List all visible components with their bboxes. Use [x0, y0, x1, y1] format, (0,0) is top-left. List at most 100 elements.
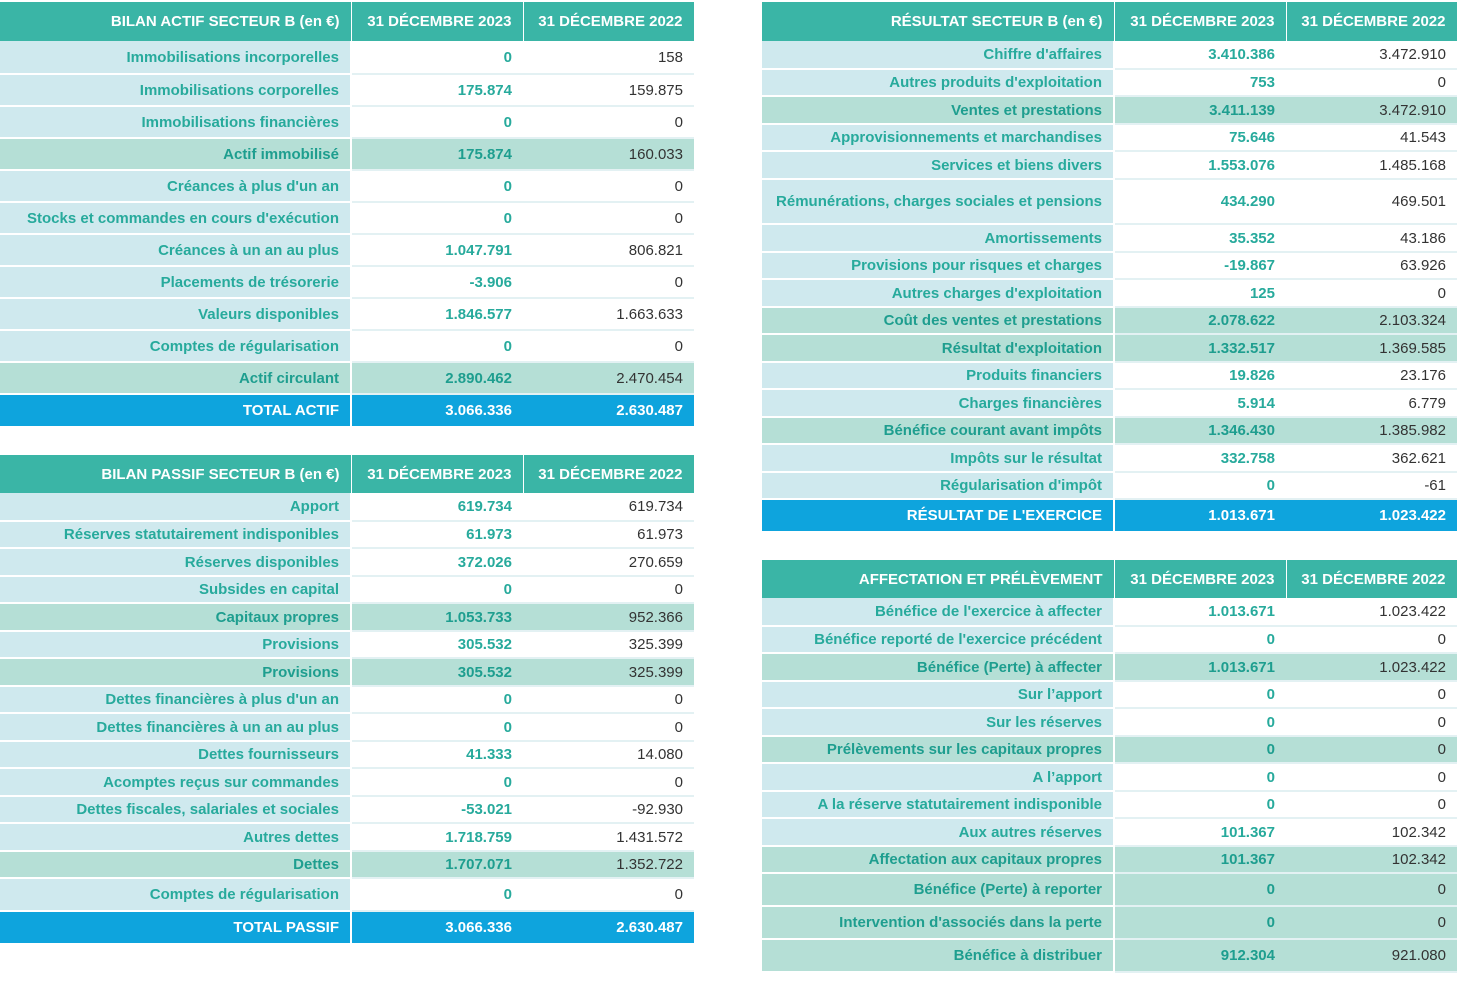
- total-row: TOTAL PASSIF 3.066.336 2.630.487: [0, 911, 694, 943]
- value-2022: 0: [1286, 69, 1457, 97]
- value-2022: 14.080: [523, 741, 694, 769]
- value-2022: 0: [523, 878, 694, 912]
- value-2022: 0: [523, 768, 694, 797]
- value-2022: 159.875: [523, 74, 694, 107]
- value-2023: 5.914: [1114, 389, 1286, 418]
- table-row: Valeurs disponibles 1.846.577 1.663.633: [0, 298, 694, 331]
- value-2023: 0: [351, 41, 523, 75]
- table-title: RÉSULTAT SECTEUR B (en €): [762, 2, 1115, 41]
- value-2022: 23.176: [1286, 362, 1457, 390]
- value-2023: 0: [351, 330, 523, 363]
- row-label: Immobilisations corporelles: [0, 74, 352, 107]
- value-2022: 0: [1286, 906, 1457, 940]
- table-header-row: AFFECTATION ET PRÉLÈVEMENT 31 DÉCEMBRE 2…: [762, 560, 1457, 598]
- row-label: Actif immobilisé: [0, 138, 352, 171]
- value-2022: 270.659: [523, 548, 694, 577]
- table-row: Réserves statutairement indisponibles 61.…: [0, 521, 694, 549]
- column-header-2023: 31 DÉCEMBRE 2023: [1114, 2, 1287, 41]
- table-row: Réserves disponibles 372.026 270.659: [0, 548, 694, 577]
- value-2023: 125: [1114, 279, 1286, 308]
- column-header-2022: 31 DÉCEMBRE 2022: [1286, 560, 1457, 598]
- subtotal-row: Bénéfice courant avant impôts 1.346.430 1.…: [762, 417, 1457, 445]
- subtotal-row: Affectation aux capitaux propres 101.367 1…: [762, 846, 1457, 874]
- row-label: Ventes et prestations: [762, 96, 1115, 125]
- column-header-2023: 31 DÉCEMBRE 2023: [1114, 560, 1287, 598]
- table-row: Approvisionnements et marchandises 75.646…: [762, 124, 1457, 152]
- value-2022: 2.630.487: [523, 394, 694, 426]
- subtotal-row: Intervention d'associés dans la perte 0 0: [762, 906, 1457, 940]
- value-2022: 0: [1286, 279, 1457, 308]
- row-label: TOTAL ACTIF: [0, 394, 352, 426]
- value-2023: -3.906: [351, 266, 523, 299]
- value-2023: 0: [351, 170, 523, 203]
- value-2023: 332.758: [1114, 444, 1286, 473]
- value-2023: 0: [351, 202, 523, 235]
- value-2023: 0: [1114, 472, 1286, 500]
- subtotal-row: Dettes 1.707.071 1.352.722: [0, 851, 694, 879]
- value-2023: 0: [351, 878, 523, 912]
- row-label: Produits financiers: [762, 362, 1115, 390]
- row-label: Dettes financières à plus d'un an: [0, 686, 352, 714]
- subtotal-row: Coût des ventes et prestations 2.078.622 2…: [762, 307, 1457, 335]
- table-row: Stocks et commandes en cours d'exécution…: [0, 202, 694, 235]
- row-label: Autres produits d'exploitation: [762, 69, 1115, 97]
- value-2023: 101.367: [1114, 846, 1286, 874]
- row-label: Impôts sur le résultat: [762, 444, 1115, 473]
- value-2023: 1.332.517: [1114, 334, 1286, 363]
- value-2023: 61.973: [351, 521, 523, 549]
- value-2022: 1.663.633: [523, 298, 694, 331]
- value-2022: 469.501: [1286, 179, 1457, 225]
- row-label: Immobilisations incorporelles: [0, 41, 352, 75]
- value-2023: 75.646: [1114, 124, 1286, 152]
- value-2022: 0: [1286, 763, 1457, 792]
- value-2023: 0: [1114, 873, 1286, 907]
- row-label: Provisions: [0, 631, 352, 659]
- value-2022: 1.023.422: [1286, 499, 1457, 531]
- table-row: Immobilisations financières 0 0: [0, 106, 694, 139]
- value-2022: 158: [523, 41, 694, 75]
- value-2022: 61.973: [523, 521, 694, 549]
- row-label: Réserves statutairement indisponibles: [0, 521, 352, 549]
- row-label: Provisions pour risques et charges: [762, 252, 1115, 280]
- value-2022: 362.621: [1286, 444, 1457, 473]
- table-row: Aux autres réserves 101.367 102.342: [762, 818, 1457, 847]
- table-row: Dettes financières à plus d'un an 0 0: [0, 686, 694, 714]
- value-2022: 806.821: [523, 234, 694, 267]
- row-label: Bénéfice (Perte) à affecter: [762, 653, 1115, 682]
- row-label: Bénéfice à distribuer: [762, 939, 1115, 973]
- value-2023: 1.346.430: [1114, 417, 1286, 445]
- table-row: Apport 619.734 619.734: [0, 493, 694, 522]
- column-header-2022: 31 DÉCEMBRE 2022: [523, 455, 695, 493]
- column-header-2023: 31 DÉCEMBRE 2023: [351, 2, 524, 41]
- row-label: Autres dettes: [0, 823, 352, 852]
- value-2022: 1.485.168: [1286, 151, 1457, 180]
- row-label: Bénéfice (Perte) à reporter: [762, 873, 1115, 907]
- value-2023: 19.826: [1114, 362, 1286, 390]
- subtotal-row: Actif circulant 2.890.462 2.470.454: [0, 362, 694, 395]
- value-2022: 1.369.585: [1286, 334, 1457, 363]
- table-row: Dettes fournisseurs 41.333 14.080: [0, 741, 694, 769]
- row-label: Comptes de régularisation: [0, 330, 352, 363]
- row-label: Valeurs disponibles: [0, 298, 352, 331]
- table-row: Créances à plus d'un an 0 0: [0, 170, 694, 203]
- value-2023: 1.053.733: [351, 603, 523, 632]
- subtotal-row: Capitaux propres 1.053.733 952.366: [0, 603, 694, 632]
- value-2023: 305.532: [351, 631, 523, 659]
- value-2022: 0: [1286, 736, 1457, 764]
- row-label: Immobilisations financières: [0, 106, 352, 139]
- value-2022: 2.470.454: [523, 362, 694, 395]
- subtotal-row: Bénéfice (Perte) à reporter 0 0: [762, 873, 1457, 907]
- table-row: Immobilisations corporelles 175.874 159.87…: [0, 74, 694, 107]
- row-label: Résultat d'exploitation: [762, 334, 1115, 363]
- value-2023: 1.718.759: [351, 823, 523, 852]
- row-label: Aux autres réserves: [762, 818, 1115, 847]
- row-label: RÉSULTAT DE L'EXERCICE: [762, 499, 1115, 531]
- row-label: A la réserve statutairement indisponible: [762, 791, 1115, 819]
- table-row: Bénéfice de l'exercice à affecter 1.013.6…: [762, 598, 1457, 627]
- column-header-2022: 31 DÉCEMBRE 2022: [523, 2, 695, 41]
- value-2023: 1.013.671: [1114, 598, 1286, 627]
- value-2022: 0: [523, 202, 694, 235]
- total-row: TOTAL ACTIF 3.066.336 2.630.487: [0, 394, 694, 426]
- value-2023: 1.846.577: [351, 298, 523, 331]
- subtotal-row: Actif immobilisé 175.874 160.033: [0, 138, 694, 171]
